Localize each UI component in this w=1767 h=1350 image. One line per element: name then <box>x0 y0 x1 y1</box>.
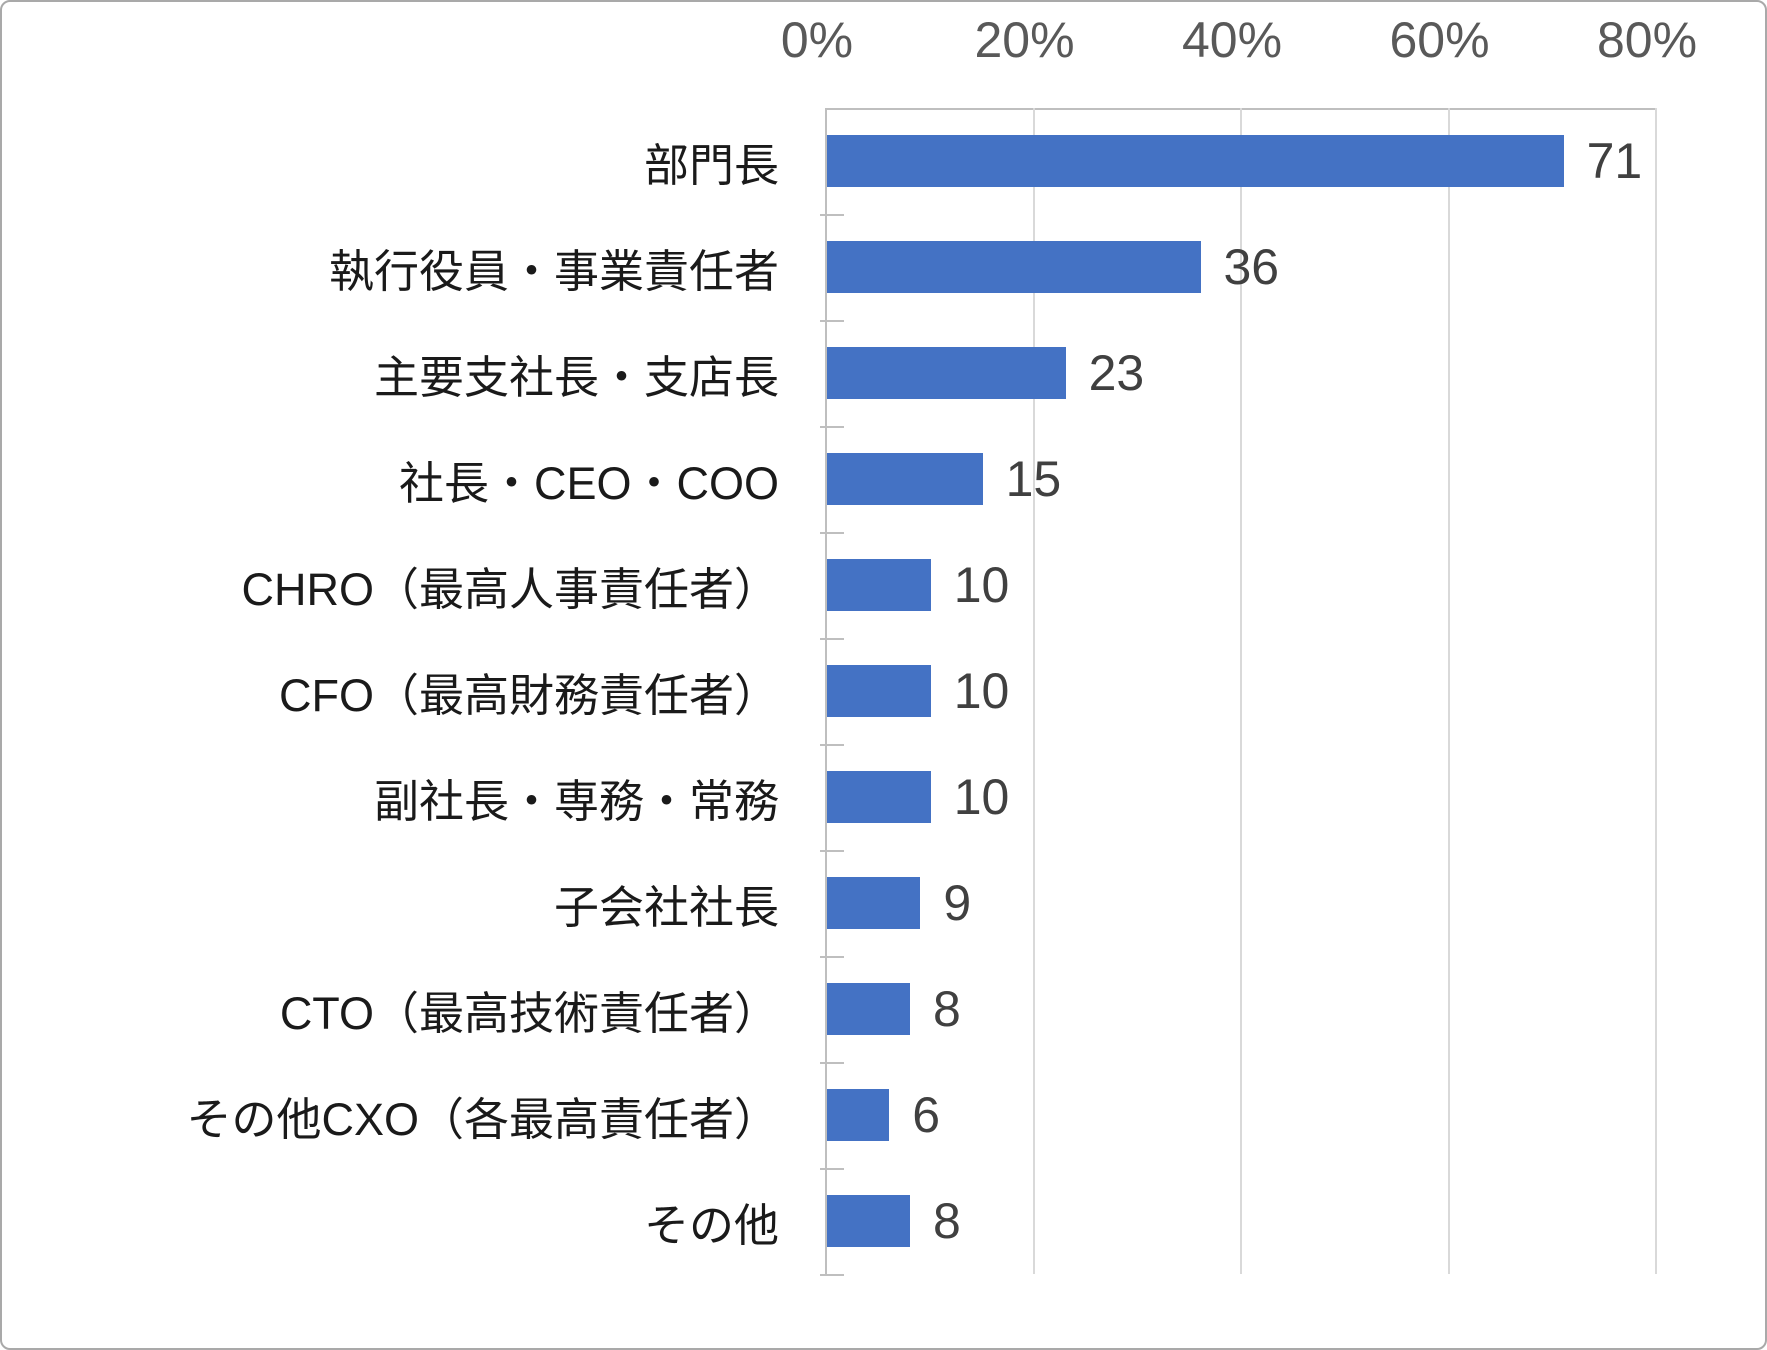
category-label: その他CXO（各最高責任者） <box>186 1093 779 1145</box>
category-axis-line <box>825 108 827 1276</box>
x-axis-tick-label: 60% <box>1389 12 1490 68</box>
axis-tick <box>820 320 844 322</box>
gridline <box>1032 108 1035 1274</box>
category-label: CTO（最高技術責任者） <box>279 987 779 1039</box>
bar <box>827 1195 910 1247</box>
value-label: 23 <box>1088 345 1145 401</box>
value-label: 8 <box>933 981 961 1037</box>
axis-tick <box>820 426 844 428</box>
category-label: その他 <box>643 1199 779 1251</box>
bar <box>827 983 910 1035</box>
bar <box>827 241 1201 293</box>
category-label: 執行役員・事業責任者 <box>328 245 779 297</box>
axis-tick <box>820 214 844 216</box>
value-label: 9 <box>943 875 972 931</box>
bar <box>827 135 1564 187</box>
category-label: 部門長 <box>643 139 779 191</box>
bar <box>827 453 983 505</box>
bar <box>827 559 931 611</box>
gridline <box>1240 108 1242 1274</box>
axis-tick <box>820 532 844 534</box>
value-label: 36 <box>1223 239 1280 295</box>
value-label: 8 <box>933 1193 961 1249</box>
value-label: 15 <box>1005 451 1062 507</box>
axis-tick <box>820 1274 844 1276</box>
category-label: CHRO（最高人事責任者） <box>241 563 780 615</box>
bar <box>827 347 1066 399</box>
bar <box>827 877 921 929</box>
gridline <box>1655 108 1657 1274</box>
x-axis-tick-label: 80% <box>1596 12 1698 68</box>
value-label: 10 <box>953 663 1010 719</box>
axis-tick <box>820 638 844 640</box>
bar <box>827 1089 890 1141</box>
x-axis-tick-label: 20% <box>974 12 1075 68</box>
category-label: 副社長・専務・常務 <box>373 775 779 827</box>
category-label: CFO（最高財務責任者） <box>279 669 779 721</box>
x-axis-tick-label: 40% <box>1181 12 1283 68</box>
axis-tick <box>820 1168 844 1170</box>
x-axis-tick-label: 0% <box>780 12 854 68</box>
axis-tick <box>820 1062 844 1064</box>
category-label: 主要支社長・支店長 <box>373 351 779 403</box>
value-label: 10 <box>953 769 1010 825</box>
axis-tick <box>820 744 844 746</box>
gridline <box>1447 108 1450 1274</box>
category-label: 子会社社長 <box>553 881 779 933</box>
axis-tick <box>820 956 844 958</box>
axis-tick <box>820 850 844 852</box>
value-label: 71 <box>1586 133 1643 189</box>
category-label: 社長・CEO・COO <box>398 457 779 509</box>
value-label: 6 <box>912 1087 941 1143</box>
value-label: 10 <box>953 557 1010 613</box>
bar <box>827 665 931 717</box>
bar <box>827 771 931 823</box>
